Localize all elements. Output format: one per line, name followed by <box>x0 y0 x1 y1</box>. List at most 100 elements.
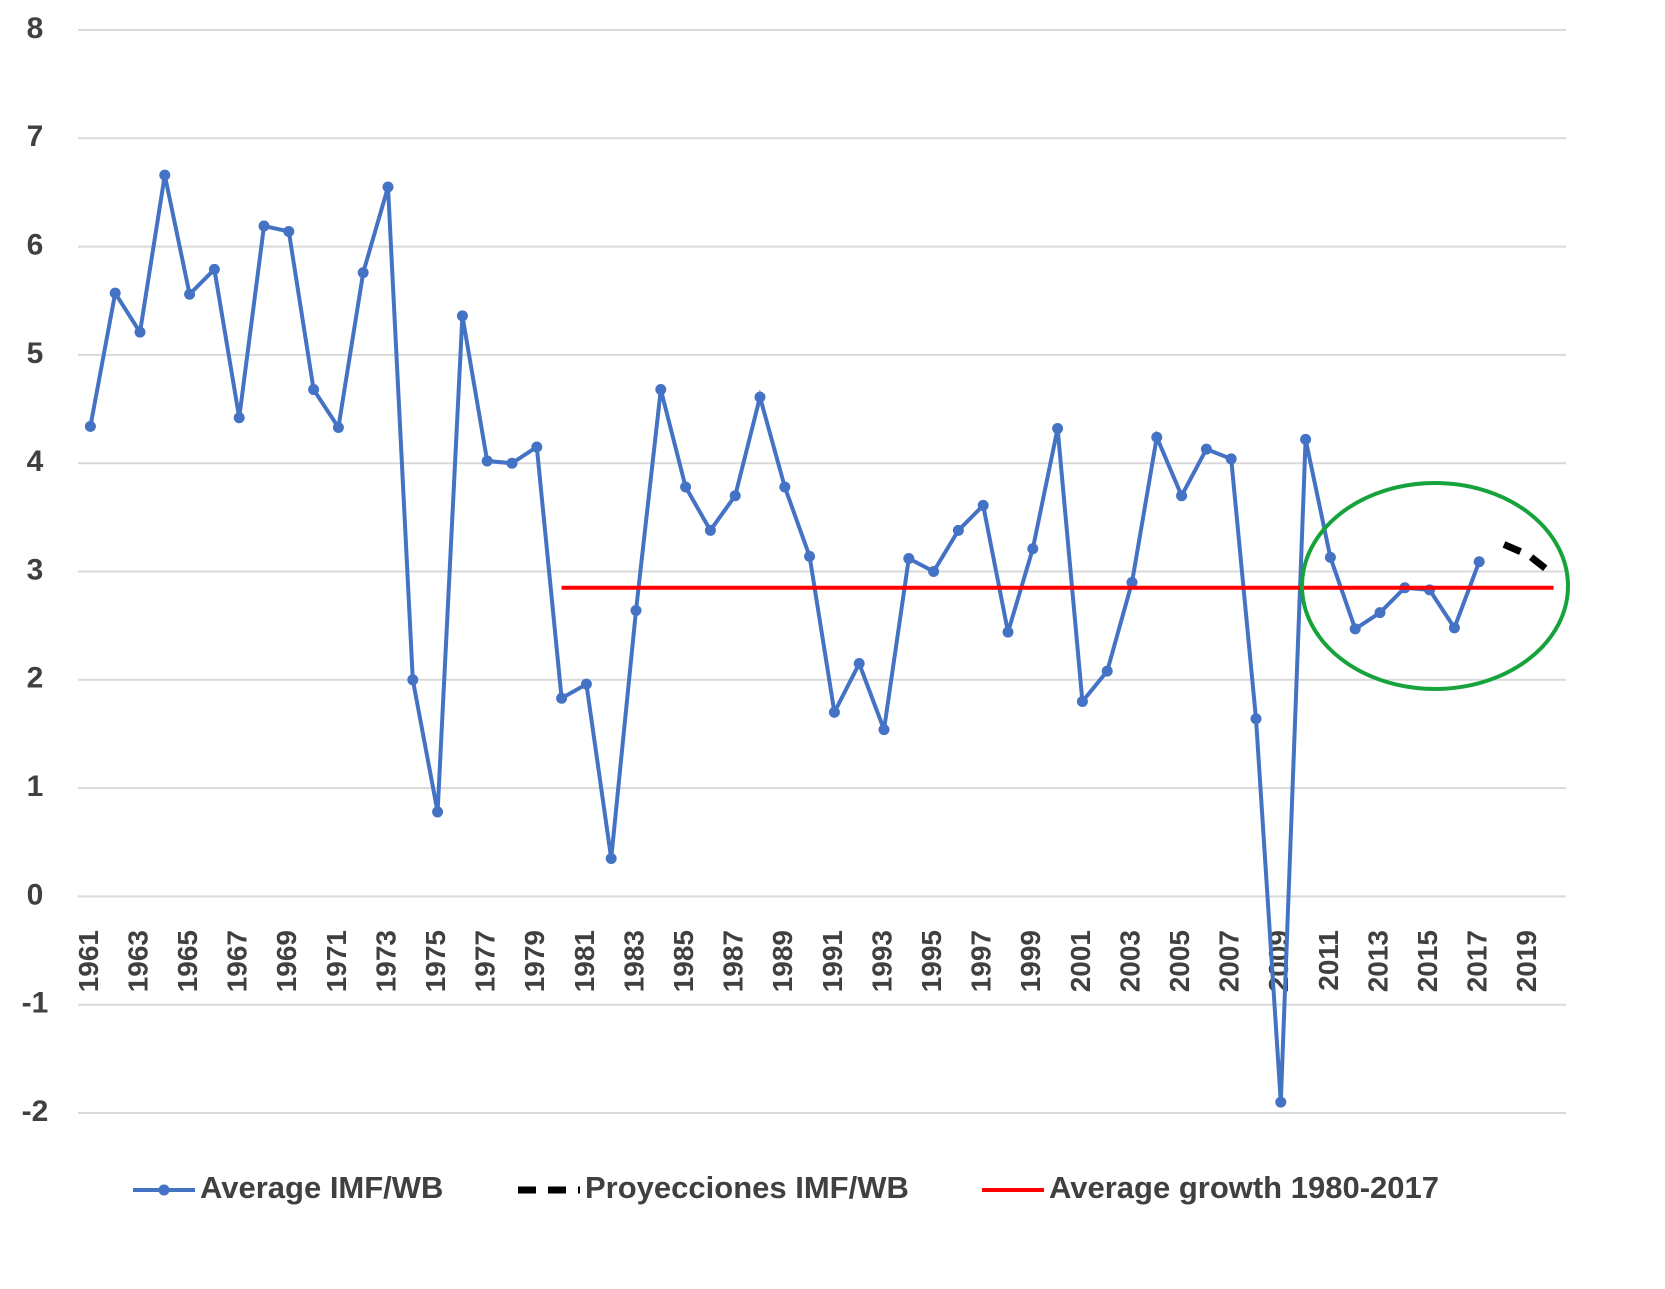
data-point <box>1300 433 1312 445</box>
x-tick-label: 1995 <box>916 930 947 992</box>
x-tick-label: 1969 <box>271 930 302 992</box>
x-tick-label: 1961 <box>73 930 104 992</box>
data-point <box>556 692 568 704</box>
y-tick-label: 5 <box>27 337 44 370</box>
data-point <box>1200 443 1212 455</box>
x-tick-label: 1981 <box>569 930 600 992</box>
y-tick-label: 6 <box>27 229 44 262</box>
data-point <box>1349 623 1361 635</box>
x-tick-label: 1997 <box>966 930 997 992</box>
data-point <box>977 499 989 511</box>
data-point <box>84 420 96 432</box>
data-point <box>233 412 245 424</box>
data-point <box>208 263 220 275</box>
x-tick-label: 2019 <box>1511 930 1542 992</box>
x-tick-label: 1979 <box>519 930 550 992</box>
data-point <box>704 524 716 536</box>
x-tick-label: 1977 <box>470 930 501 992</box>
data-point <box>506 457 518 469</box>
data-point <box>779 481 791 493</box>
legend-label: Average IMF/WB <box>200 1170 443 1205</box>
x-tick-label: 1975 <box>420 930 451 992</box>
data-point <box>531 441 543 453</box>
data-point <box>184 288 196 300</box>
data-point <box>853 658 865 670</box>
y-tick-label: 0 <box>27 878 44 911</box>
data-point <box>159 169 171 181</box>
data-point <box>1176 490 1188 502</box>
x-tick-label: 1987 <box>718 930 749 992</box>
grid: -2 -1 0 1 2 3 4 5 6 7 8 1961 1963 1965 1967 1969 1971 197… <box>22 12 1566 1128</box>
data-point <box>481 455 493 467</box>
data-point <box>1374 607 1386 619</box>
data-point <box>1076 695 1088 707</box>
data-point <box>432 806 444 818</box>
y-tick-label: 1 <box>27 770 44 803</box>
data-point <box>630 604 642 616</box>
x-tick-label: 1965 <box>172 930 203 992</box>
data-point <box>605 852 617 864</box>
x-tick-label: 1971 <box>321 930 352 992</box>
x-tick-label: 1989 <box>767 930 798 992</box>
data-point <box>1250 713 1262 725</box>
y-tick-label: 7 <box>27 120 44 153</box>
y-tick-label: -2 <box>22 1095 49 1128</box>
x-tick-label: 1963 <box>122 930 153 992</box>
data-point <box>580 678 592 690</box>
data-point <box>828 706 840 718</box>
data-point <box>357 267 369 279</box>
data-point <box>655 384 667 396</box>
legend: Average IMF/WB Proyecciones IMF/WB Average… <box>133 1170 1439 1205</box>
data-point <box>1275 1096 1287 1108</box>
data-point <box>382 181 394 193</box>
x-tick-label: 2011 <box>1313 930 1344 991</box>
legend-marker <box>158 1184 170 1196</box>
x-tick-label: 2005 <box>1164 930 1195 992</box>
data-point <box>1126 576 1138 588</box>
data-point <box>754 391 766 403</box>
x-tick-label: 2017 <box>1462 930 1493 992</box>
data-point <box>1151 431 1163 443</box>
data-point <box>928 566 940 577</box>
data-point <box>1324 551 1336 563</box>
y-tick-label: 4 <box>27 445 44 478</box>
data-point <box>308 384 320 396</box>
x-tick-label: 2013 <box>1362 930 1393 992</box>
data-point <box>1002 626 1014 638</box>
legend-label: Average growth 1980-2017 <box>1049 1170 1439 1205</box>
plot-area <box>84 169 1556 1108</box>
data-point <box>456 310 468 322</box>
data-point <box>283 225 295 237</box>
data-point <box>134 326 146 338</box>
data-point <box>1473 556 1485 568</box>
y-tick-label: 8 <box>27 12 44 45</box>
data-point <box>1101 665 1113 677</box>
highlight-ellipse <box>1300 481 1570 691</box>
data-point <box>1052 423 1064 435</box>
x-tick-label: 1973 <box>370 930 401 992</box>
y-tick-label: 2 <box>27 662 44 695</box>
data-point <box>407 674 419 686</box>
data-point <box>258 220 270 232</box>
x-tick-label: 1985 <box>668 930 699 992</box>
x-tick-label: 1999 <box>1015 930 1046 992</box>
series-line <box>1502 541 1556 578</box>
data-point <box>878 724 890 736</box>
data-point <box>952 524 964 536</box>
y-tick-label: -1 <box>22 987 49 1020</box>
x-tick-label: 2003 <box>1114 930 1145 992</box>
x-tick-label: 1983 <box>618 930 649 992</box>
x-tick-label: 1993 <box>866 930 897 992</box>
y-tick-label: 3 <box>27 553 44 586</box>
data-point <box>804 550 816 562</box>
data-point <box>1448 622 1460 634</box>
data-point <box>903 553 915 565</box>
x-tick-label: 2015 <box>1412 930 1443 992</box>
data-point <box>1225 453 1237 465</box>
x-tick-label: 2001 <box>1065 930 1096 992</box>
legend-label: Proyecciones IMF/WB <box>585 1170 909 1205</box>
data-point <box>680 481 692 493</box>
data-point <box>729 490 741 502</box>
x-tick-label: 1967 <box>222 930 253 992</box>
